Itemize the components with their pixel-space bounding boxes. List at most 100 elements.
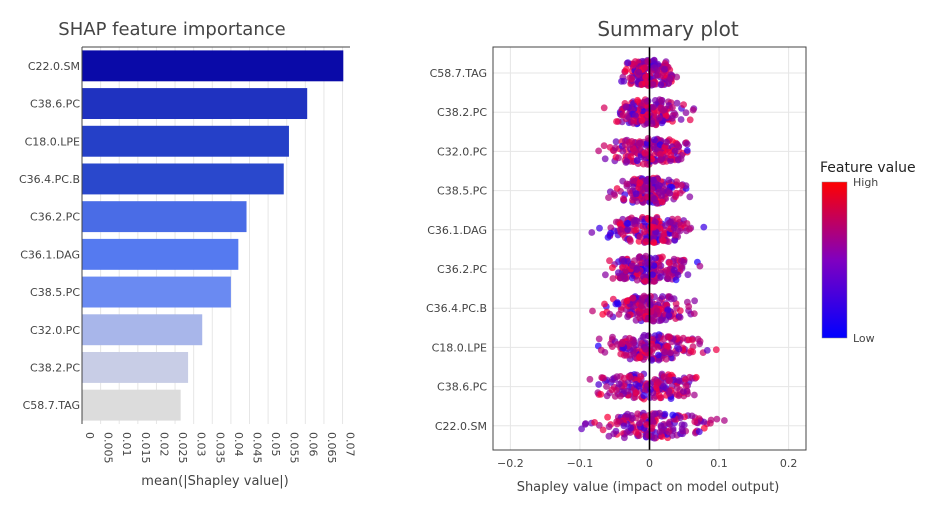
summary-chart-xlabel: Shapley value (impact on model output): [517, 480, 780, 495]
swarm-point: [637, 102, 645, 110]
swarm-point: [676, 307, 684, 315]
swarm-point: [604, 413, 611, 421]
swarm-point: [640, 392, 648, 399]
swarm-point: [631, 376, 639, 383]
swarm-point: [609, 264, 616, 272]
swarm-point: [624, 313, 631, 321]
swarm-point: [670, 255, 678, 263]
swarm-point: [683, 220, 691, 227]
swarm-point: [596, 224, 603, 232]
bar: [82, 314, 203, 346]
swarm-point: [581, 420, 589, 428]
bar-x-tick: 0.05: [269, 432, 282, 457]
swarm-category-label: C38.5.PC: [437, 185, 487, 198]
swarm-point: [627, 424, 635, 432]
colorbar-title: Feature value: [820, 160, 916, 176]
swarm-point: [661, 348, 669, 356]
swarm-point: [660, 335, 668, 343]
bar-x-tick: 0.06: [306, 432, 319, 457]
swarm-point: [654, 71, 662, 79]
swarm-point: [674, 215, 682, 223]
bar-x-tick: 0.025: [176, 432, 189, 464]
bar-category-label: C22.0.SM: [28, 60, 80, 73]
swarm-point: [613, 341, 621, 348]
swarm-point: [606, 144, 614, 151]
swarm-point: [665, 176, 673, 184]
swarm-point: [648, 412, 656, 420]
swarm-point: [636, 419, 643, 427]
swarm-point: [667, 295, 675, 303]
swarm-point: [629, 415, 636, 422]
summary-plot-frame: [492, 46, 807, 451]
swarm-point: [676, 414, 684, 422]
swarm-point: [617, 226, 624, 234]
bar-category-label: C58.7.TAG: [23, 399, 80, 412]
swarm-point: [613, 373, 621, 381]
bar: [82, 163, 284, 195]
swarm-point: [635, 254, 643, 262]
swarm-point: [642, 345, 649, 353]
importance-chart: SHAP feature importance C22.0.SM C38.6.PC…: [19, 19, 357, 489]
swarm-category-label: C32.0.PC: [437, 145, 487, 158]
swarm-point: [662, 112, 670, 120]
swarm-point: [673, 140, 681, 148]
swarm-point: [680, 101, 687, 108]
swarm-point: [661, 60, 669, 67]
swarm-point: [685, 303, 693, 310]
swarm-point: [606, 257, 613, 265]
swarm-point: [668, 114, 676, 122]
swarm-point: [675, 377, 682, 384]
bar: [82, 238, 239, 270]
swarm-point: [636, 233, 644, 241]
swarm-point: [648, 120, 656, 127]
swarm-point: [632, 226, 640, 234]
swarm-point: [672, 193, 679, 201]
swarm-point: [623, 158, 631, 165]
swarm-point: [673, 384, 681, 392]
swarm-point: [686, 116, 694, 124]
swarm-point: [692, 373, 700, 381]
swarm-point: [665, 311, 673, 319]
bar-x-tick-labels: 0 0.005 0.01 0.015 0.02 0.025 0.03 0.035 0.04 0.0…: [83, 432, 357, 464]
swarm-point: [686, 373, 693, 381]
swarm-point: [685, 336, 693, 344]
swarm-point: [626, 236, 634, 244]
swarm-point: [632, 190, 640, 198]
swarm-point: [649, 271, 656, 278]
swarm-point: [700, 223, 708, 231]
swarm-point: [686, 193, 694, 201]
swarm-point: [657, 81, 665, 89]
swarm-point: [626, 334, 633, 342]
swarm-point: [588, 229, 596, 236]
swarm-point: [615, 269, 622, 277]
swarm-point: [606, 310, 614, 318]
swarm-point: [691, 297, 698, 305]
swarm-point: [638, 117, 646, 124]
swarm-point: [615, 154, 622, 162]
swarm-point: [624, 258, 632, 265]
swarm-point: [660, 383, 668, 391]
swarm-point: [670, 266, 678, 274]
swarm-point: [674, 271, 682, 279]
swarm-point: [597, 390, 605, 398]
swarm-point: [601, 155, 609, 163]
swarm-point: [665, 428, 672, 436]
swarm-point: [684, 271, 692, 279]
swarm-point: [651, 97, 659, 104]
swarm-point: [655, 261, 663, 268]
swarm-point: [600, 142, 608, 150]
bar-x-tick: 0: [83, 432, 96, 439]
swarm-point: [643, 98, 651, 105]
swarm-point: [642, 252, 650, 260]
bar-x-tick: 0.01: [120, 432, 133, 457]
swarm-point: [690, 310, 698, 317]
swarm-point: [610, 190, 618, 198]
bar-category-label: C38.5.PC: [30, 286, 80, 299]
swarm-point: [644, 135, 652, 142]
swarm-point: [650, 64, 658, 71]
swarm-point: [641, 64, 649, 71]
bar: [82, 276, 231, 308]
bar-x-tick: 0.03: [195, 432, 208, 457]
swarm-point: [630, 350, 638, 358]
swarm-category-label: C38.2.PC: [437, 106, 487, 119]
